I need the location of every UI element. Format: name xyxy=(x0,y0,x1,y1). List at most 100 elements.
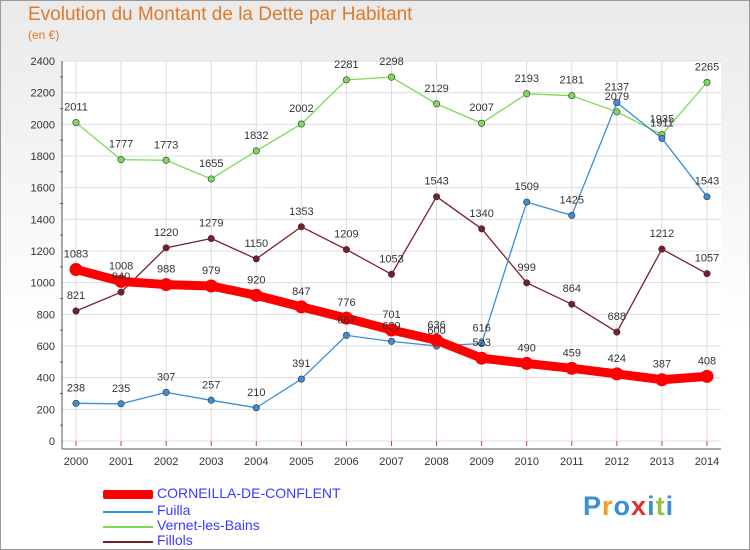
x-tick-label: 2008 xyxy=(424,456,448,468)
data-label: 999 xyxy=(518,262,536,274)
data-point xyxy=(430,333,444,347)
data-point xyxy=(342,246,350,254)
x-tick-label: 2012 xyxy=(605,456,629,468)
data-point xyxy=(703,78,711,86)
data-label: 307 xyxy=(157,371,175,383)
data-point xyxy=(117,288,125,296)
data-label: 616 xyxy=(472,322,490,334)
data-label: 636 xyxy=(427,319,445,331)
data-label: 2137 xyxy=(605,82,629,94)
y-tick-label: 200 xyxy=(37,404,55,416)
data-label: 2193 xyxy=(514,73,538,85)
data-point xyxy=(475,351,489,365)
data-label: 257 xyxy=(202,379,220,391)
data-point xyxy=(252,147,260,155)
chart-subtitle: (en €) xyxy=(28,28,60,42)
logo-letter: i xyxy=(647,491,656,521)
data-point xyxy=(117,400,125,408)
data-point xyxy=(433,193,441,201)
y-tick-label: 2400 xyxy=(31,56,55,68)
data-label: 701 xyxy=(382,309,400,321)
legend-swatch xyxy=(103,541,153,543)
data-label: 490 xyxy=(518,342,536,354)
data-label: 1911 xyxy=(650,117,674,129)
x-tick-label: 2009 xyxy=(469,456,493,468)
data-point xyxy=(385,323,398,337)
data-label: 667 xyxy=(337,314,355,326)
data-label: 2298 xyxy=(379,56,403,68)
data-label: 2011 xyxy=(64,102,88,114)
x-tick-label: 2011 xyxy=(560,456,584,468)
data-label: 1543 xyxy=(695,176,719,188)
data-label: 2002 xyxy=(289,103,313,115)
data-label: 1008 xyxy=(109,260,133,272)
data-label: 1340 xyxy=(469,208,493,220)
y-tick-label: 1400 xyxy=(31,214,55,226)
data-point xyxy=(159,278,173,292)
logo-letter: r xyxy=(602,491,614,521)
data-label: 2281 xyxy=(334,59,358,71)
data-label: 1220 xyxy=(154,227,178,239)
data-point xyxy=(523,90,531,98)
data-label: 629 xyxy=(382,320,400,332)
logo-letter: t xyxy=(655,491,666,521)
data-label: 408 xyxy=(698,355,716,367)
data-point xyxy=(387,270,395,278)
legend-swatch xyxy=(103,526,153,528)
x-tick-label: 2007 xyxy=(379,456,403,468)
data-point xyxy=(252,255,260,263)
legend-label: CORNEILLA-DE-CONFLENT xyxy=(157,485,341,501)
data-label: 920 xyxy=(247,274,265,286)
data-label: 1773 xyxy=(154,139,178,151)
y-tick-label: 2000 xyxy=(31,119,55,131)
data-point xyxy=(252,404,260,412)
data-label: 2265 xyxy=(695,61,719,73)
data-label: 1209 xyxy=(334,229,358,241)
data-label: 1150 xyxy=(244,238,268,250)
data-point xyxy=(339,311,353,325)
data-label: 235 xyxy=(112,383,130,395)
data-point xyxy=(568,92,576,100)
y-tick-label: 1200 xyxy=(31,246,55,258)
data-point xyxy=(700,369,714,383)
data-label: 2129 xyxy=(424,83,448,95)
data-label: 1212 xyxy=(650,228,674,240)
data-label: 391 xyxy=(292,358,310,370)
data-label: 2181 xyxy=(560,75,584,87)
data-point xyxy=(162,388,170,396)
data-label: 776 xyxy=(337,297,355,309)
data-point xyxy=(72,119,80,127)
data-point xyxy=(162,156,170,164)
data-point xyxy=(523,198,531,206)
data-point xyxy=(72,307,80,315)
x-tick-label: 2005 xyxy=(289,456,313,468)
legend-swatch xyxy=(103,490,153,499)
x-tick-label: 2000 xyxy=(64,456,88,468)
data-label: 387 xyxy=(653,359,671,371)
data-point xyxy=(114,274,128,288)
data-point xyxy=(703,270,711,278)
data-point xyxy=(162,244,170,252)
data-label: 688 xyxy=(608,311,626,323)
data-point xyxy=(433,100,441,108)
data-label: 979 xyxy=(202,265,220,277)
data-label: 1832 xyxy=(244,130,268,142)
data-point xyxy=(294,300,308,314)
data-label: 847 xyxy=(292,286,310,298)
x-tick-label: 2014 xyxy=(695,456,719,468)
data-point xyxy=(568,300,576,308)
data-point xyxy=(478,225,486,233)
data-point xyxy=(658,134,666,142)
data-label: 1083 xyxy=(64,249,88,261)
data-point xyxy=(387,73,395,81)
y-tick-label: 1600 xyxy=(31,183,55,195)
data-point xyxy=(655,373,669,387)
data-label: 1777 xyxy=(109,139,133,151)
data-label: 1353 xyxy=(289,206,313,218)
data-point xyxy=(387,337,395,345)
data-label: 1543 xyxy=(424,176,448,188)
logo-letter: P xyxy=(583,491,603,521)
data-point xyxy=(297,375,305,383)
chart-title: Evolution du Montant de la Dette par Hab… xyxy=(28,4,413,25)
x-tick-label: 2006 xyxy=(334,456,358,468)
